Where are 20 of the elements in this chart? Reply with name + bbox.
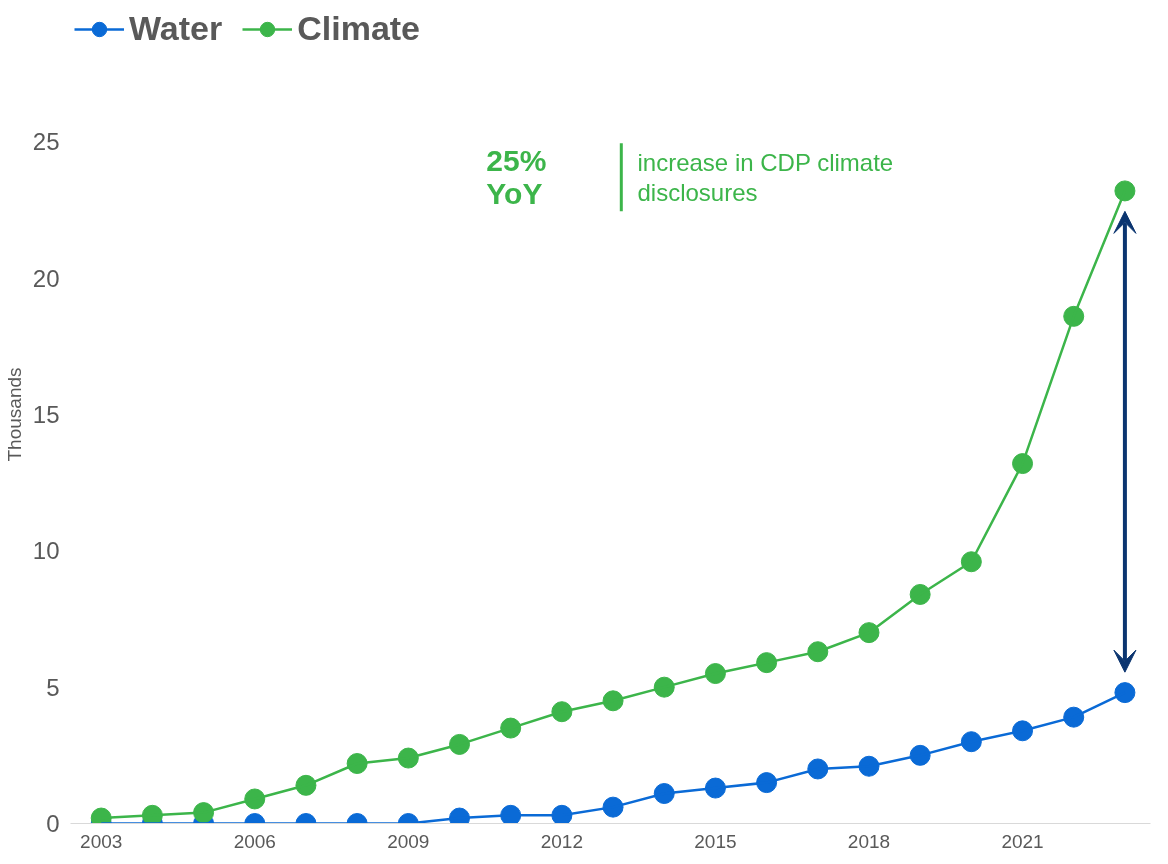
x-tick-label: 2003 [80, 830, 123, 852]
legend-label: Climate [297, 9, 421, 48]
x-tick-label: 2018 [847, 830, 891, 852]
y-tick-label: 0 [46, 810, 60, 837]
annotation: 25% YoY [486, 144, 547, 211]
y-tick-label: 10 [32, 537, 60, 565]
legend-label: Water [129, 9, 223, 48]
point [1114, 180, 1136, 202]
annotation: increase in CDP climate disclosures [637, 148, 894, 206]
y-axis-title: Thousands [3, 367, 25, 462]
y-tick-label: 5 [46, 673, 60, 701]
point [1114, 682, 1136, 704]
y-tick-label: 25 [32, 128, 60, 156]
y-tick-label: 20 [32, 264, 60, 292]
x-tick-label: 2021 [1001, 830, 1044, 852]
x-tick-label: 2009 [387, 830, 430, 852]
x-tick-label: 2015 [694, 830, 737, 852]
y-tick-label: 15 [32, 401, 60, 428]
x-tick-label: 2006 [233, 830, 276, 852]
x-tick-label: 2012 [540, 830, 584, 852]
